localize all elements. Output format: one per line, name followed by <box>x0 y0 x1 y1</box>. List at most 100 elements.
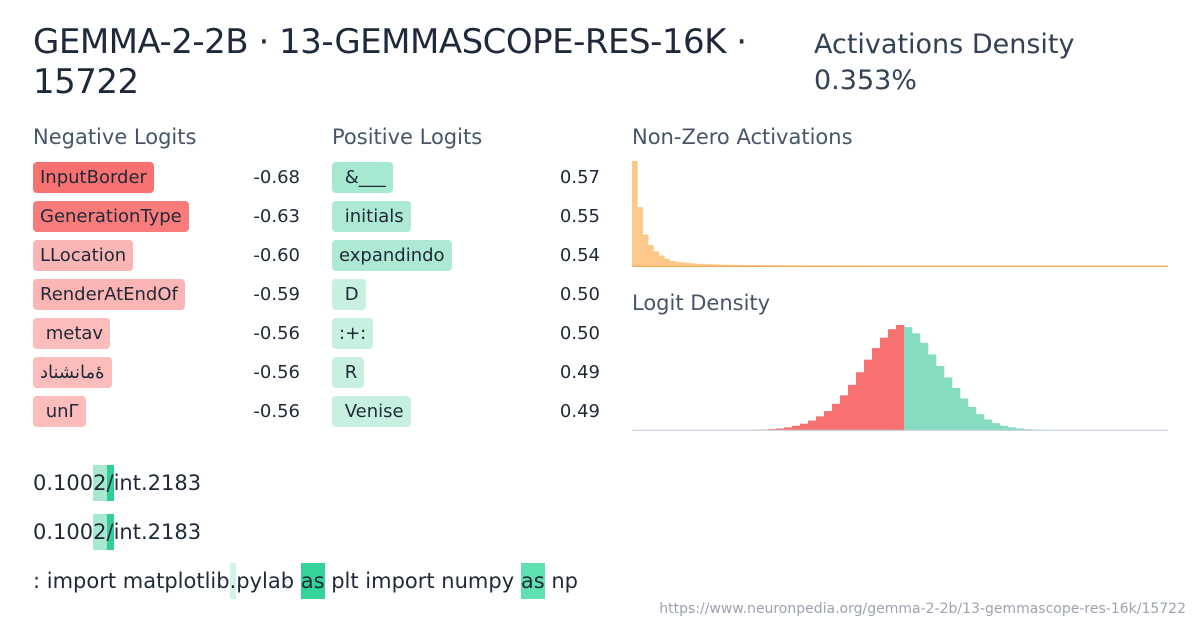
example-token: np <box>544 569 578 593</box>
negative-logit-value: -0.56 <box>253 362 300 383</box>
negative-logit-row: metav -0.56 <box>33 318 313 349</box>
nonzero-activations-histogram <box>632 161 1168 267</box>
page-title: GEMMA-2-2B · 13-GEMMASCOPE-RES-16K · 157… <box>33 22 747 102</box>
nonzero-activation-bar <box>744 264 751 266</box>
nonzero-activation-bar <box>712 264 719 266</box>
logit-density-bar <box>808 420 817 430</box>
example-token: int.2183 <box>113 471 202 495</box>
nonzero-activation-bar <box>787 265 794 266</box>
nonzero-activation-bar <box>701 263 708 266</box>
nonzero-activation-bar <box>728 264 735 266</box>
positive-logit-row: D 0.50 <box>332 279 612 310</box>
positive-logit-token: expandindo <box>332 240 452 271</box>
logit-density-bar <box>840 395 849 430</box>
logit-density-bar <box>872 348 881 430</box>
logit-density-bar <box>896 325 905 430</box>
activations-density-label: Activations Density <box>814 29 1075 60</box>
positive-logit-row: expandindo 0.54 <box>332 240 612 271</box>
negative-logit-token: unΓ <box>33 396 86 427</box>
example-token: 0.100 <box>33 471 94 495</box>
nonzero-activation-bar <box>755 265 761 267</box>
logit-density-bar <box>800 423 809 430</box>
negative-logit-row: RenderAtEndOf -0.59 <box>33 279 313 310</box>
logit-density-bar <box>888 329 897 430</box>
logit-density-bar <box>792 425 801 430</box>
logit-density-bar <box>1000 425 1009 430</box>
negative-logits-heading: Negative Logits <box>33 125 197 149</box>
nonzero-activation-bar <box>824 265 831 266</box>
activations-density-value: 0.353% <box>814 65 917 96</box>
negative-logit-token: LLocation <box>33 240 134 271</box>
negative-logit-value: -0.68 <box>253 167 300 188</box>
logit-density-bar <box>912 333 921 430</box>
nonzero-activation-bar <box>723 264 729 267</box>
positive-logit-value: 0.55 <box>559 206 600 227</box>
nonzero-activation-bar <box>637 207 644 266</box>
example-line: : import matplotlib.pylab as plt import … <box>33 563 578 599</box>
logit-density-bar <box>824 411 833 430</box>
example-line: 0.1002/int.2183 <box>33 514 201 550</box>
logit-density-bar <box>936 365 945 430</box>
logit-density-bar <box>944 377 953 430</box>
example-token: as <box>520 563 545 599</box>
logit-density-bar <box>952 388 961 430</box>
negative-logit-value: -0.56 <box>253 323 300 344</box>
nonzero-activation-bar <box>690 263 697 267</box>
nonzero-activation-bar <box>669 260 676 266</box>
example-token: : import matplotlib <box>33 569 230 593</box>
positive-logit-value: 0.49 <box>559 362 600 383</box>
logit-density-bar <box>1024 429 1033 430</box>
negative-logit-token: GenerationType <box>33 201 189 232</box>
negative-logit-row: unΓ -0.56 <box>33 396 313 427</box>
nonzero-activation-bar <box>798 265 804 266</box>
nonzero-activations-heading: Non-Zero Activations <box>632 125 853 149</box>
nonzero-activation-bar <box>674 261 681 266</box>
nonzero-activation-bar <box>653 251 660 266</box>
logit-density-bar <box>832 403 841 430</box>
logit-density-bar <box>848 384 857 430</box>
nonzero-activation-bar <box>632 161 638 266</box>
positive-logit-row: &___ 0.57 <box>332 162 612 193</box>
example-token: 2 <box>93 465 107 501</box>
logit-density-bar <box>976 414 985 430</box>
logit-density-bar <box>856 372 865 430</box>
example-token: . <box>229 563 237 599</box>
nonzero-activation-bar <box>739 264 745 266</box>
positive-logit-row: R 0.49 <box>332 357 612 388</box>
example-token: int.2183 <box>113 520 202 544</box>
negative-logit-row: InputBorder -0.68 <box>33 162 313 193</box>
positive-logit-token: D <box>332 279 366 310</box>
negative-logit-token: ۀمانشناد <box>33 357 112 388</box>
example-token: 2 <box>93 514 107 550</box>
negative-logit-row: ۀمانشناد -0.56 <box>33 357 313 388</box>
logit-density-histogram <box>632 325 1168 431</box>
positive-logit-token: R <box>332 357 365 388</box>
positive-logit-token: :+: <box>332 318 374 349</box>
positive-logit-value: 0.50 <box>559 284 600 305</box>
example-line: 0.1002/int.2183 <box>33 465 201 501</box>
nonzero-activation-bar <box>707 264 713 266</box>
logit-density-bar <box>920 342 929 430</box>
positive-logit-value: 0.50 <box>559 323 600 344</box>
logit-density-bar <box>1016 428 1025 430</box>
nonzero-activation-bar <box>749 265 756 267</box>
source-url[interactable]: https://www.neuronpedia.org/gemma-2-2b/1… <box>659 601 1186 617</box>
negative-logit-token: metav <box>33 318 111 349</box>
logit-density-bar <box>816 416 825 430</box>
logit-density-bar <box>776 428 785 430</box>
nonzero-activation-bar <box>648 245 654 266</box>
positive-logit-value: 0.57 <box>559 167 600 188</box>
example-token: plt import numpy <box>324 569 521 593</box>
nonzero-activation-bar <box>766 265 772 266</box>
nonzero-activation-bar <box>717 264 724 266</box>
positive-logits-heading: Positive Logits <box>332 125 483 149</box>
nonzero-activation-bar <box>733 264 740 266</box>
positive-logit-token: Venise <box>332 396 411 427</box>
nonzero-activation-bar <box>792 265 799 266</box>
logit-density-bar <box>928 354 937 430</box>
positive-logit-row: initials 0.55 <box>332 201 612 232</box>
nonzero-activation-bar <box>803 265 810 266</box>
nonzero-activation-bar <box>658 255 665 266</box>
nonzero-activation-bar <box>771 265 778 266</box>
positive-logit-row: Venise 0.49 <box>332 396 612 427</box>
